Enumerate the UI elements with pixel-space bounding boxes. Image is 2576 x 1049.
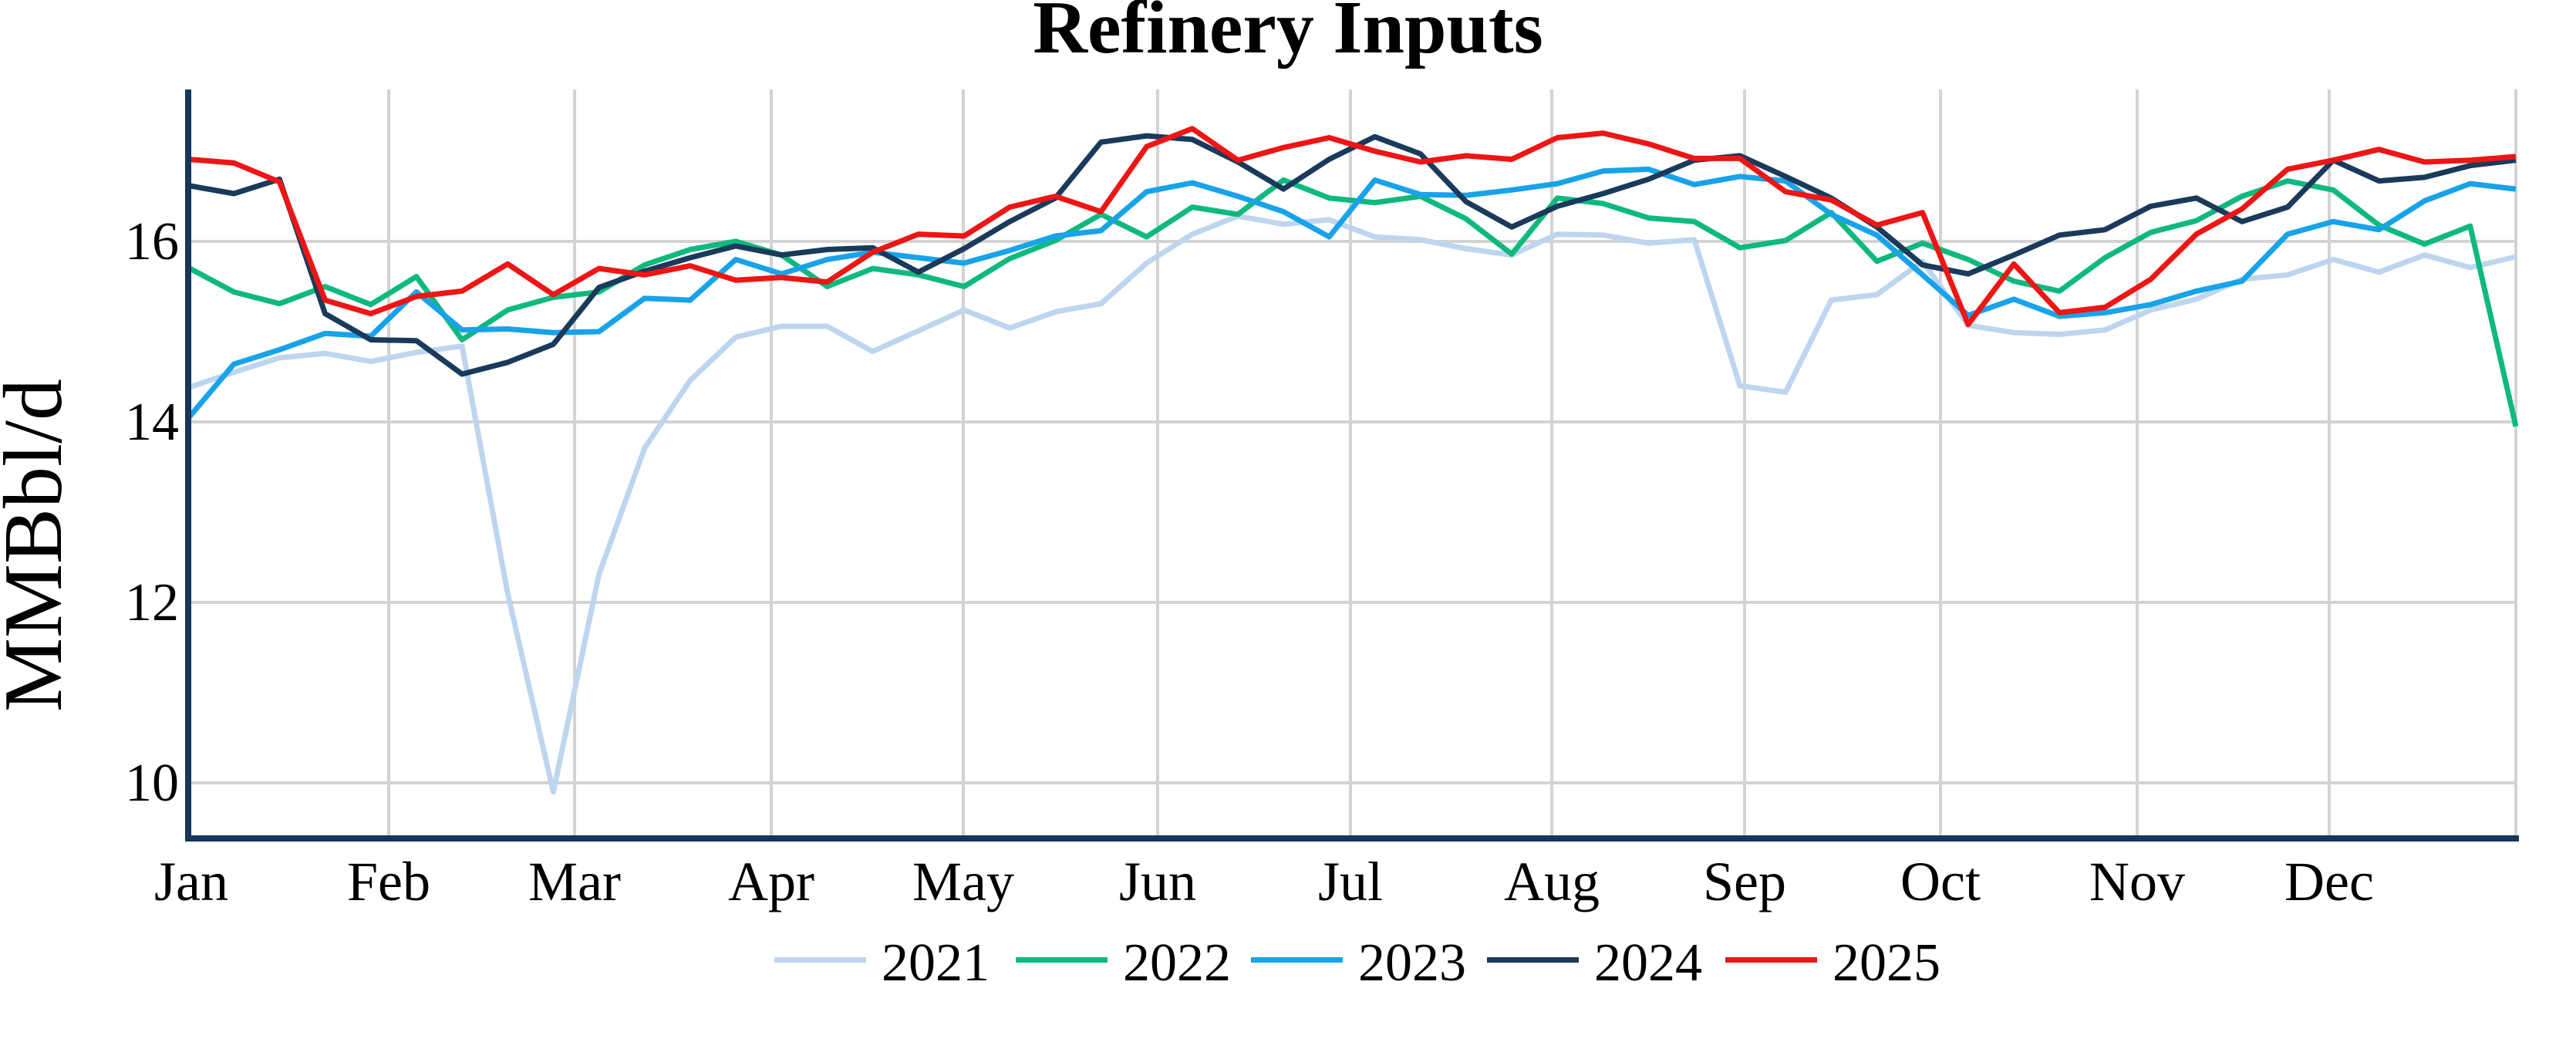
- svg-text:Refinery Inputs: Refinery Inputs: [1033, 0, 1543, 69]
- svg-text:Aug: Aug: [1504, 851, 1600, 912]
- svg-text:2023: 2023: [1358, 933, 1466, 993]
- svg-text:14: 14: [125, 393, 179, 452]
- svg-text:Jul: Jul: [1318, 851, 1383, 912]
- svg-text:Jan: Jan: [154, 851, 228, 912]
- svg-text:Feb: Feb: [347, 851, 430, 912]
- svg-text:2024: 2024: [1594, 933, 1702, 993]
- svg-text:12: 12: [125, 573, 179, 632]
- svg-text:16: 16: [125, 212, 179, 272]
- svg-text:MMBbl/d: MMBbl/d: [0, 379, 79, 712]
- svg-text:2021: 2021: [882, 933, 990, 993]
- svg-text:Jun: Jun: [1119, 851, 1196, 912]
- svg-text:Mar: Mar: [528, 851, 621, 912]
- svg-text:Nov: Nov: [2089, 851, 2185, 912]
- svg-text:Oct: Oct: [1900, 851, 1981, 912]
- svg-text:2025: 2025: [1833, 933, 1940, 993]
- svg-text:Sep: Sep: [1703, 851, 1786, 912]
- svg-text:2022: 2022: [1123, 933, 1231, 993]
- svg-text:Dec: Dec: [2284, 851, 2374, 912]
- svg-text:Apr: Apr: [728, 851, 814, 912]
- svg-text:May: May: [912, 851, 1014, 912]
- svg-text:10: 10: [125, 754, 179, 813]
